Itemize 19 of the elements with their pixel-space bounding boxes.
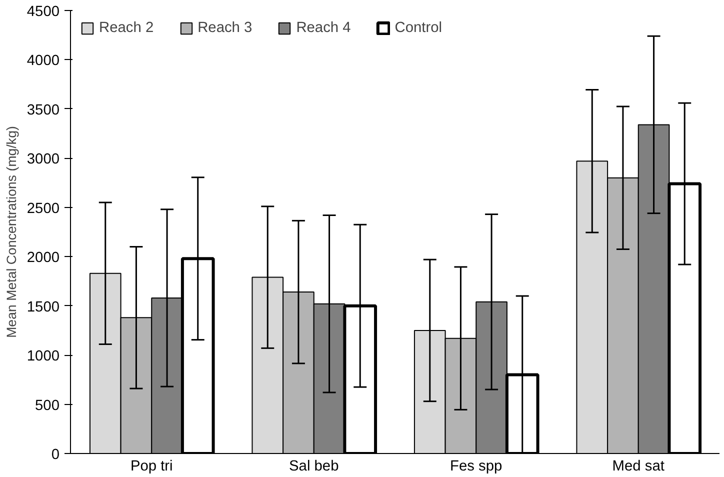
y-tick-label: 3000	[26, 152, 60, 168]
legend-label: Reach 3	[198, 20, 252, 36]
legend-label: Reach 2	[99, 20, 154, 36]
x-tick-label: Pop tri	[130, 458, 173, 474]
y-tick-label: 1500	[26, 299, 60, 316]
x-tick-label: Med sat	[612, 458, 664, 474]
legend-label: Control	[394, 20, 442, 36]
y-tick-label: 0	[51, 447, 60, 463]
y-axis-title: Mean Metal Concentrations (mg/kg)	[4, 126, 19, 338]
y-tick-label: 3500	[26, 102, 60, 118]
y-tick-label: 500	[35, 398, 60, 414]
y-tick-label: 1000	[26, 348, 60, 365]
x-tick-label: Sal beb	[289, 458, 339, 474]
legend-label: Reach 4	[296, 20, 351, 36]
y-tick-label: 4000	[26, 53, 60, 70]
y-tick-label: 2500	[26, 200, 60, 217]
x-tick-label: Fes spp	[450, 458, 502, 474]
y-tick-label: 2000	[26, 250, 60, 266]
y-tick-label: 4500	[26, 4, 60, 20]
